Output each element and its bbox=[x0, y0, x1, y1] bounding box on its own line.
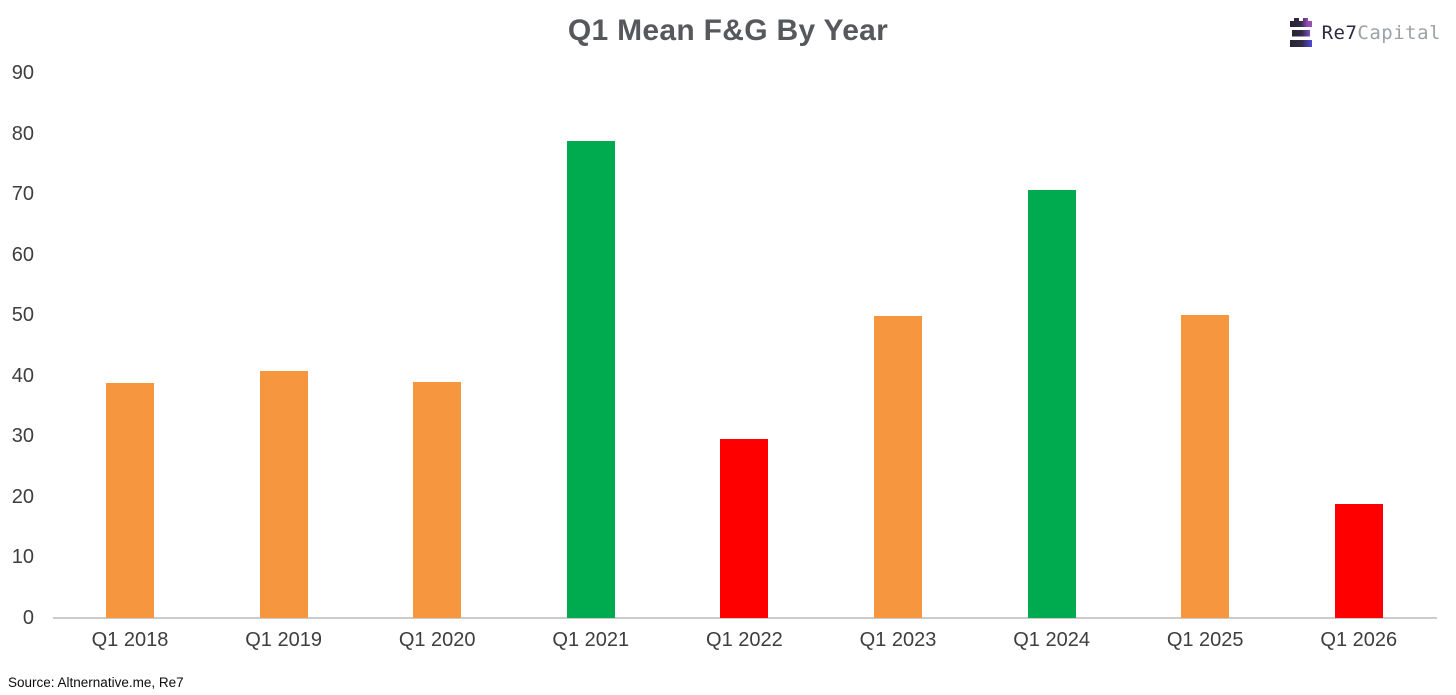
bar-q1-2022 bbox=[720, 438, 769, 618]
x-tick-label: Q1 2021 bbox=[552, 629, 630, 651]
brand-logo: Re7Capital bbox=[1289, 18, 1441, 48]
bar-q1-2026 bbox=[1334, 504, 1383, 618]
bar-q1-2021 bbox=[566, 140, 615, 618]
y-tick-label: 70 bbox=[11, 183, 34, 206]
bar-chart-plot-area: 0 10 20 30 40 50 60 70 80 90 Q1 2018 Q1 2019 Q1 202… bbox=[12, 63, 1437, 651]
source-note: Source: Altnernative.me, Re7 bbox=[8, 675, 184, 690]
x-tick-label: Q1 2020 bbox=[398, 629, 476, 651]
brand-logo-text: Re7Capital bbox=[1322, 22, 1441, 44]
y-tick-label: 60 bbox=[11, 243, 34, 266]
bar-q1-2019 bbox=[259, 370, 308, 618]
y-tick-label: 50 bbox=[11, 304, 34, 327]
x-tick-label: Q1 2025 bbox=[1166, 629, 1244, 651]
x-axis-line bbox=[53, 617, 1437, 619]
x-tick-label: Q1 2018 bbox=[91, 629, 169, 651]
bar-q1-2024 bbox=[1027, 189, 1076, 618]
bar-q1-2018 bbox=[106, 383, 154, 618]
y-tick-label: 0 bbox=[22, 607, 34, 629]
y-tick-label: 90 bbox=[11, 62, 34, 84]
bar-q1-2020 bbox=[413, 381, 462, 618]
x-tick-label: Q1 2026 bbox=[1320, 629, 1398, 651]
brand-name-secondary: Capital bbox=[1357, 22, 1441, 44]
x-tick-label: Q1 2022 bbox=[706, 629, 783, 651]
re7-logo-icon bbox=[1289, 18, 1312, 47]
bar-q1-2023 bbox=[874, 315, 922, 618]
bar-q1-2025 bbox=[1181, 315, 1230, 618]
x-tick-label: Q1 2024 bbox=[1013, 629, 1090, 651]
x-tick-label: Q1 2023 bbox=[859, 629, 937, 651]
brand-name-primary: Re7 bbox=[1321, 22, 1358, 44]
y-tick-label: 30 bbox=[11, 425, 34, 448]
y-tick-label: 40 bbox=[11, 364, 34, 387]
x-tick-label: Q1 2019 bbox=[245, 629, 322, 651]
y-tick-label: 80 bbox=[11, 122, 34, 145]
y-tick-label: 10 bbox=[11, 546, 34, 569]
chart-title: Q1 Mean F&G By Year bbox=[567, 14, 889, 47]
y-tick-label: 20 bbox=[11, 485, 34, 508]
